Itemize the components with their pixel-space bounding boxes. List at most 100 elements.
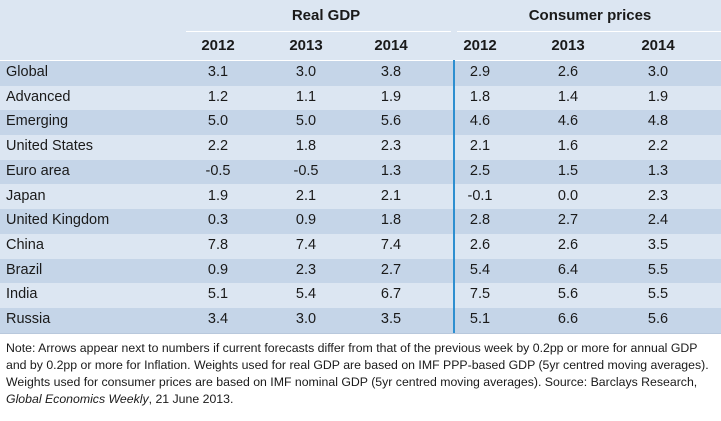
group-header-real-gdp: Real GDP	[291, 7, 361, 24]
table-cell: 5.0	[295, 113, 317, 130]
row-label: China	[6, 236, 44, 253]
footnote-text: Note: Arrows appear next to numbers if c…	[6, 341, 709, 389]
table-cell: 3.4	[207, 311, 229, 327]
table-cell: 1.8	[380, 212, 402, 229]
table-cell: 5.6	[647, 311, 669, 327]
table-cell: 5.5	[647, 261, 669, 278]
table-cell: 7.5	[469, 286, 491, 303]
table-cell: 1.6	[557, 138, 579, 155]
footnote-publication: Global Economics Weekly	[6, 392, 149, 406]
table-cell: 1.3	[380, 162, 402, 179]
group-underline-gdp	[186, 31, 451, 32]
table-cell: 5.4	[295, 286, 317, 303]
row-label: Global	[6, 64, 48, 80]
table-cell: 1.9	[380, 88, 402, 105]
table-cell: 2.5	[469, 162, 491, 179]
table-cell: 5.6	[380, 113, 402, 130]
table-cell: 3.1	[207, 64, 229, 80]
table-cell: 1.9	[207, 187, 229, 204]
table-row: United States 2.2 1.8 2.3 2.1 1.6 2.2	[0, 135, 721, 160]
table-row: Euro area -0.5 -0.5 1.3 2.5 1.5 1.3	[0, 159, 721, 185]
table-cell: 4.6	[557, 113, 579, 130]
row-label: Russia	[6, 311, 51, 327]
group-underline-cpi	[457, 31, 721, 32]
year-header: 2013	[289, 37, 323, 54]
table-cell: -0.5	[205, 162, 231, 179]
table-cell: -0.1	[467, 187, 493, 204]
table-cell: 3.0	[295, 311, 317, 327]
table-cell: 2.1	[469, 138, 491, 155]
table-cell: 1.5	[557, 162, 579, 179]
row-label: India	[6, 286, 38, 303]
year-header: 2014	[374, 37, 408, 54]
table-cell: 2.1	[380, 187, 402, 204]
table-cell: -0.5	[293, 162, 319, 179]
table-cell: 6.7	[380, 286, 402, 303]
table-cell: 7.4	[295, 236, 317, 253]
table-bottom-border	[0, 333, 721, 334]
table-row: Advanced 1.2 1.1 1.9 1.8 1.4 1.9	[0, 86, 721, 111]
column-divider	[453, 60, 455, 334]
table-cell: 0.9	[295, 212, 317, 229]
year-header: 2012	[463, 37, 497, 54]
year-header: 2013	[551, 37, 585, 54]
table-cell: 1.2	[207, 88, 229, 105]
table-cell: 7.8	[207, 236, 229, 253]
table-cell: 0.9	[207, 261, 229, 278]
row-label: United Kingdom	[6, 212, 110, 229]
table-cell: 3.5	[380, 311, 402, 327]
table-cell: 2.3	[380, 138, 402, 155]
table-cell: 6.6	[557, 311, 579, 327]
table-row: China 7.8 7.4 7.4 2.6 2.6 3.5	[0, 234, 721, 259]
table-cell: 7.4	[380, 236, 402, 253]
table-cell: 5.1	[207, 286, 229, 303]
table-row: Emerging 5.0 5.0 5.6 4.6 4.6 4.8	[0, 110, 721, 136]
row-label: Advanced	[6, 88, 71, 105]
group-header-consumer-prices: Consumer prices	[528, 7, 652, 24]
row-label: United States	[6, 138, 94, 155]
table-cell: 2.7	[380, 261, 402, 278]
table-row: Global 3.1 3.0 3.8 2.9 2.6 3.0	[0, 61, 721, 86]
table-cell: 5.4	[469, 261, 491, 278]
table-cell: 3.8	[380, 64, 402, 80]
header-separator	[0, 60, 721, 61]
table-row: Brazil 0.9 2.3 2.7 5.4 6.4 5.5	[0, 258, 721, 284]
table-cell: 1.9	[647, 88, 669, 105]
table-cell: 1.3	[647, 162, 669, 179]
table-cell: 0.3	[207, 212, 229, 229]
table-cell: 2.3	[647, 187, 669, 204]
table-row: Japan 1.9 2.1 2.1 -0.1 0.0 2.3	[0, 185, 721, 210]
table-cell: 2.9	[469, 64, 491, 80]
table-cell: 2.4	[647, 212, 669, 229]
table-cell: 0.0	[557, 187, 579, 204]
table-cell: 4.6	[469, 113, 491, 130]
table-cell: 5.0	[207, 113, 229, 130]
group-header-row: Real GDP Consumer prices	[0, 0, 721, 32]
table-row: India 5.1 5.4 6.7 7.5 5.6 5.5	[0, 283, 721, 308]
table-cell: 1.4	[557, 88, 579, 105]
table-cell: 2.8	[469, 212, 491, 229]
table-cell: 4.8	[647, 113, 669, 130]
table-cell: 5.5	[647, 286, 669, 303]
table-cell: 3.5	[647, 236, 669, 253]
table-row: United Kingdom 0.3 0.9 1.8 2.8 2.7 2.4	[0, 209, 721, 234]
table-cell: 5.6	[557, 286, 579, 303]
year-header-row: 2012 2013 2014 2012 2013 2014	[0, 31, 721, 60]
table-cell: 2.2	[647, 138, 669, 155]
table-cell: 2.7	[557, 212, 579, 229]
table-cell: 2.1	[295, 187, 317, 204]
row-label: Euro area	[6, 162, 70, 179]
year-header: 2014	[641, 37, 675, 54]
year-header: 2012	[201, 37, 235, 54]
table-cell: 3.0	[295, 64, 317, 80]
forecast-table: Real GDP Consumer prices 2012 2013 2014 …	[0, 0, 721, 334]
row-label: Japan	[6, 187, 46, 204]
row-label: Emerging	[6, 113, 69, 130]
table-cell: 2.6	[557, 236, 579, 253]
table-cell: 1.1	[295, 88, 317, 105]
table-row: Russia 3.4 3.0 3.5 5.1 6.6 5.6	[0, 308, 721, 333]
footnote-date: , 21 June 2013.	[148, 392, 234, 406]
table-cell: 1.8	[469, 88, 491, 105]
table-cell: 2.6	[469, 236, 491, 253]
